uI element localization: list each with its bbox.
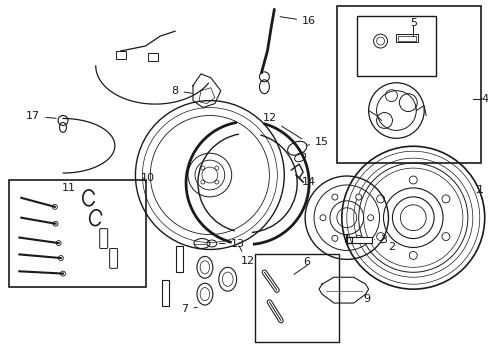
Text: 14: 14 [296,175,316,187]
Text: 8: 8 [171,86,192,96]
Text: 1: 1 [476,185,483,195]
Bar [396,34,417,42]
Text: 2: 2 [381,243,394,252]
Text: 17: 17 [26,112,56,121]
Text: 15: 15 [306,137,328,147]
Bar [9,180,146,287]
Circle shape [367,215,373,221]
Circle shape [319,215,325,221]
Bar [162,280,169,306]
Circle shape [331,194,337,200]
Bar [356,16,435,76]
Bar [115,51,125,59]
Circle shape [355,194,361,200]
Text: 9: 9 [363,294,369,304]
Circle shape [355,235,361,241]
Text: 4: 4 [480,94,488,104]
Text: 11: 11 [62,183,76,193]
Bar [351,237,371,243]
Text: 16: 16 [280,16,315,26]
Bar [148,53,158,61]
Text: 5: 5 [409,18,416,28]
Bar [254,255,338,342]
Text: 13: 13 [219,239,244,248]
Text: 6: 6 [303,257,310,267]
Bar [176,247,183,272]
Bar [336,6,480,163]
Text: 3: 3 [374,234,386,244]
Text: 10: 10 [140,173,154,183]
Text: 12: 12 [239,246,254,266]
Circle shape [331,235,337,241]
Text: 7: 7 [181,304,197,314]
Text: 12: 12 [262,113,301,139]
Bar [398,36,415,41]
